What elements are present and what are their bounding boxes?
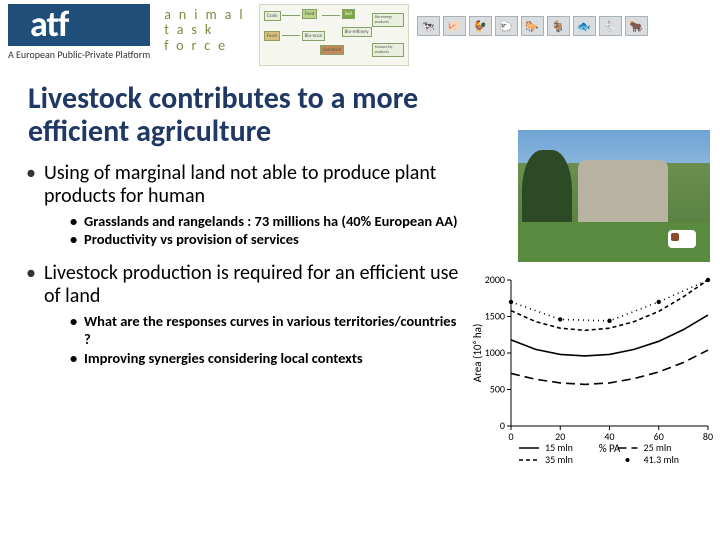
svg-text:1500: 1500: [485, 310, 505, 323]
svg-text:1000: 1000: [485, 346, 505, 359]
slide-header: atf A European Public-Private Platform a…: [0, 0, 720, 68]
svg-text:500: 500: [490, 383, 505, 396]
chicken-icon: 🐓: [469, 16, 492, 36]
goat-icon: 🐐: [547, 16, 570, 36]
logo-sub-line: force: [164, 38, 250, 53]
atf-logo: atf: [8, 4, 150, 46]
svg-text:2000: 2000: [485, 273, 505, 286]
svg-text:35 mln: 35 mln: [545, 453, 573, 466]
animal-icon-row: 🐄 🐖 🐓 🐑 🐎 🐐 🐟 🐇 🐂: [417, 16, 667, 36]
logo-subtitle: animal task force: [164, 7, 250, 53]
fish-icon: 🐟: [573, 16, 596, 36]
bullet-text: Using of marginal land not able to produ…: [44, 161, 436, 208]
atf-logo-block: atf A European Public-Private Platform: [8, 4, 150, 61]
area-vs-pa-chart: 0500100015002000020406080% PAArea (10⁶ h…: [469, 272, 714, 472]
svg-text:80: 80: [703, 430, 713, 443]
bullet-sub: Grasslands and rangelands : 73 millions …: [44, 212, 462, 230]
image-column: 0500100015002000020406080% PAArea (10⁶ h…: [490, 162, 710, 472]
bullet-main: Livestock production is required for an …: [22, 262, 462, 366]
slide-title: Livestock contributes to a more efficien…: [28, 82, 448, 148]
cow-icon: 🐄: [417, 16, 440, 36]
bullet-column: Using of marginal land not able to produ…: [22, 162, 482, 472]
bullet-sub: What are the responses curves in various…: [44, 312, 462, 348]
svg-text:0: 0: [508, 430, 513, 443]
rabbit-icon: 🐇: [599, 16, 622, 36]
logo-sub-line: task: [164, 22, 250, 37]
bullet-sub: Improving synergies considering local co…: [44, 349, 462, 367]
svg-text:0: 0: [500, 419, 505, 432]
sheep-icon: 🐑: [495, 16, 518, 36]
tagline: A European Public-Private Platform: [8, 48, 150, 61]
svg-text:Area (10⁶ ha): Area (10⁶ ha): [471, 324, 484, 383]
header-flow-diagram: Grain Feed Soil Food Bio-econ Bio-refine…: [259, 4, 409, 66]
bullet-main: Using of marginal land not able to produ…: [22, 162, 462, 248]
svg-text:41.3 mln: 41.3 mln: [644, 453, 680, 466]
ox-icon: 🐂: [625, 16, 648, 36]
content-area: Using of marginal land not able to produ…: [0, 162, 720, 472]
logo-sub-line: animal: [164, 7, 250, 22]
grassland-photo: [518, 130, 710, 262]
bullet-sub: Productivity vs provision of services: [44, 230, 462, 248]
pig-icon: 🐖: [443, 16, 466, 36]
bullet-text: Livestock production is required for an …: [44, 261, 458, 308]
horse-icon: 🐎: [521, 16, 544, 36]
